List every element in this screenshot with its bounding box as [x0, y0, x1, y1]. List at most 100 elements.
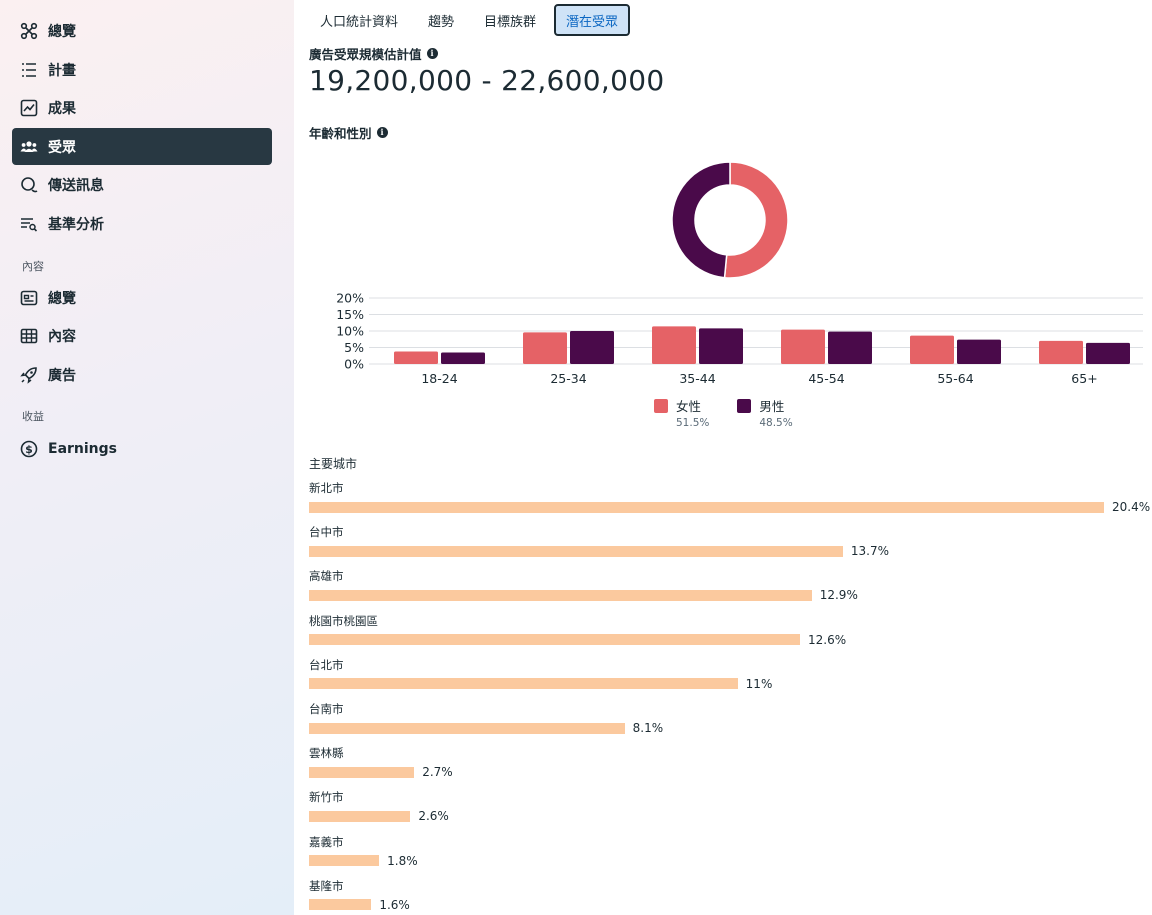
city-value: 20.4%	[1112, 500, 1151, 514]
estimate-label-row: 廣告受眾規模估計值 i	[309, 44, 438, 63]
hub-icon	[20, 22, 38, 40]
city-row: 桃園市桃園區 12.6%	[309, 613, 1152, 647]
chart-legend: 女性 51.5% 男性 48.5%	[654, 396, 821, 429]
sidebar-item-content[interactable]: 內容	[12, 317, 272, 354]
sidebar-item-plan[interactable]: 計畫	[12, 51, 272, 88]
sidebar: 總覽 計畫 成果 受眾 傳送訊息 基準分析 內容 總覽	[0, 0, 294, 915]
tab-target-groups[interactable]: 目標族群	[484, 14, 537, 30]
svg-text:$: $	[25, 443, 33, 456]
donut-slice-male	[671, 161, 731, 279]
bar-male-35-44	[699, 328, 743, 364]
city-row: 新北市 20.4%	[309, 480, 1152, 514]
sidebar-item-benchmark[interactable]: 基準分析	[12, 205, 272, 242]
city-bar	[309, 855, 380, 867]
chart-line-icon	[20, 99, 38, 117]
sidebar-item-label: 計畫	[48, 62, 76, 79]
city-value: 11%	[745, 676, 773, 691]
sidebar-item-label: 內容	[48, 328, 76, 345]
city-value: 8.1%	[632, 721, 664, 735]
audience-estimate-value: 19,200,000 - 22,600,000	[309, 64, 665, 97]
bar-female-18-24	[394, 351, 438, 364]
info-icon[interactable]: i	[426, 48, 438, 59]
x-tick-label: 18-24	[421, 371, 457, 386]
sidebar-item-label: Earnings	[48, 440, 118, 457]
age-gender-label: 年齡和性別	[309, 126, 372, 141]
city-name: 高雄市	[309, 569, 344, 584]
donut-slice-female	[723, 161, 789, 279]
bar-male-18-24	[441, 352, 485, 364]
city-value: 2.6%	[418, 809, 449, 824]
city-bar	[309, 634, 801, 646]
city-bar	[309, 766, 415, 778]
city-bar	[309, 589, 812, 601]
people-icon	[20, 138, 38, 156]
legend-item-female[interactable]: 女性 51.5%	[654, 396, 709, 429]
filter-search-icon	[20, 215, 38, 233]
rocket-icon	[20, 366, 38, 384]
sidebar-item-audience[interactable]: 受眾	[12, 128, 272, 165]
sidebar-item-label: 成果	[48, 100, 76, 117]
city-bar-row: 2.6%	[309, 809, 1152, 823]
legend-item-male[interactable]: 男性 48.5%	[737, 396, 793, 429]
bar-male-55-64	[957, 339, 1001, 364]
bar-female-25-34	[523, 332, 567, 364]
city-row: 嘉義市 1.8%	[309, 834, 1152, 868]
legend-swatch-male	[737, 398, 752, 413]
y-tick-label: 15%	[336, 307, 364, 322]
city-row: 雲林縣 2.7%	[309, 745, 1152, 779]
city-row: 台南市 8.1%	[309, 701, 1152, 735]
x-tick-label: 65+	[1071, 371, 1097, 386]
sidebar-item-messaging[interactable]: 傳送訊息	[12, 166, 272, 203]
y-tick-label: 0%	[344, 357, 364, 372]
sidebar-item-overview[interactable]: 總覽	[12, 12, 272, 49]
sidebar-item-content-overview[interactable]: 總覽	[12, 279, 272, 316]
sidebar-item-label: 基準分析	[48, 216, 104, 233]
city-value: 2.7%	[422, 765, 453, 780]
city-name: 新北市	[309, 481, 344, 495]
city-bar	[309, 810, 411, 822]
tab-trends[interactable]: 趨勢	[428, 14, 455, 30]
bar-female-35-44	[652, 326, 696, 364]
bar-female-45-54	[781, 329, 825, 364]
city-row: 基隆市 1.6%	[309, 878, 1152, 912]
estimate-label: 廣告受眾規模估計值	[309, 47, 422, 62]
bar-male-45-54	[828, 331, 872, 364]
main-content: 人口統計資料 趨勢 目標族群 潛在受眾 廣告受眾規模估計值 i 19,200,0…	[294, 0, 1152, 915]
legend-pct: 48.5%	[759, 417, 793, 429]
city-bar-row: 20.4%	[309, 500, 1152, 514]
city-name: 台中市	[309, 525, 344, 540]
dollar-icon: $	[20, 440, 38, 458]
city-bar-row: 13.7%	[309, 544, 1152, 558]
sidebar-item-earnings[interactable]: $ Earnings	[12, 430, 272, 467]
sidebar-item-label: 總覽	[48, 23, 76, 40]
info-icon[interactable]: i	[376, 127, 388, 138]
sidebar-item-label: 廣告	[48, 367, 76, 384]
city-bar-row: 1.8%	[309, 854, 1152, 868]
sidebar-item-ads[interactable]: 廣告	[12, 356, 272, 393]
city-bar-row: 2.7%	[309, 765, 1152, 779]
card-icon	[20, 289, 38, 307]
x-tick-label: 25-34	[550, 371, 586, 386]
city-value: 1.6%	[379, 897, 410, 912]
bar-male-65+	[1086, 342, 1130, 364]
city-row: 台中市 13.7%	[309, 524, 1152, 558]
city-bar	[309, 722, 625, 734]
y-tick-label: 20%	[336, 291, 364, 306]
tab-demographics[interactable]: 人口統計資料	[320, 14, 399, 30]
city-bar-row: 8.1%	[309, 721, 1152, 735]
legend-swatch-female	[654, 398, 668, 413]
city-value: 13.7%	[850, 544, 890, 559]
tab-bar: 人口統計資料 趨勢 目標族群 潛在受眾	[308, 4, 636, 36]
city-bar-row: 1.6%	[309, 898, 1152, 912]
city-bar-row: 12.9%	[309, 588, 1152, 602]
y-tick-label: 10%	[336, 324, 364, 339]
tab-potential-audience[interactable]: 潛在受眾	[554, 4, 631, 36]
city-row: 新竹市 2.6%	[309, 789, 1152, 823]
chat-icon	[20, 176, 38, 194]
city-row: 台北市 11%	[309, 657, 1152, 691]
sidebar-item-results[interactable]: 成果	[12, 89, 272, 126]
city-bar-row: 12.6%	[309, 633, 1152, 647]
sidebar-item-label: 受眾	[48, 139, 76, 156]
city-name: 雲林縣	[309, 746, 344, 761]
y-tick-label: 5%	[344, 340, 364, 355]
